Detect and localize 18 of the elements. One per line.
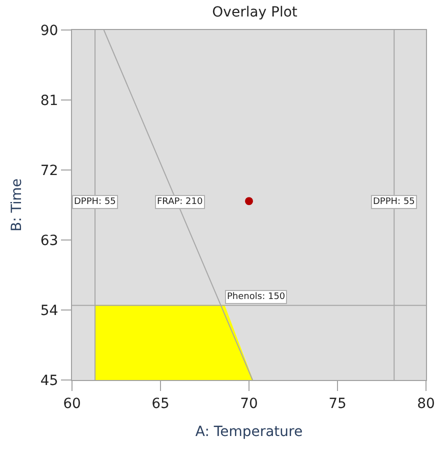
y-tick-label: 90 <box>40 22 58 39</box>
y-axis-title: B: Time <box>8 178 25 232</box>
y-tick-label: 45 <box>40 372 58 389</box>
x-tick-label: 60 <box>63 396 81 412</box>
chart-title: Overlay Plot <box>212 4 298 21</box>
annotation: DPPH: 55 <box>373 197 415 207</box>
y-tick-label: 63 <box>40 232 58 249</box>
x-tick-label: 70 <box>240 396 258 412</box>
x-tick-label: 75 <box>328 396 346 412</box>
annotation: DPPH: 55 <box>74 197 116 207</box>
annotation: FRAP: 210 <box>157 197 203 207</box>
x-tick-label: 80 <box>417 396 435 412</box>
y-tick-label: 72 <box>40 162 58 179</box>
x-axis-title: A: Temperature <box>195 424 303 440</box>
annotation: Phenols: 150 <box>227 292 286 302</box>
y-tick-label: 54 <box>40 302 58 319</box>
y-tick-label: 81 <box>40 92 58 109</box>
x-tick-label: 65 <box>152 396 170 412</box>
